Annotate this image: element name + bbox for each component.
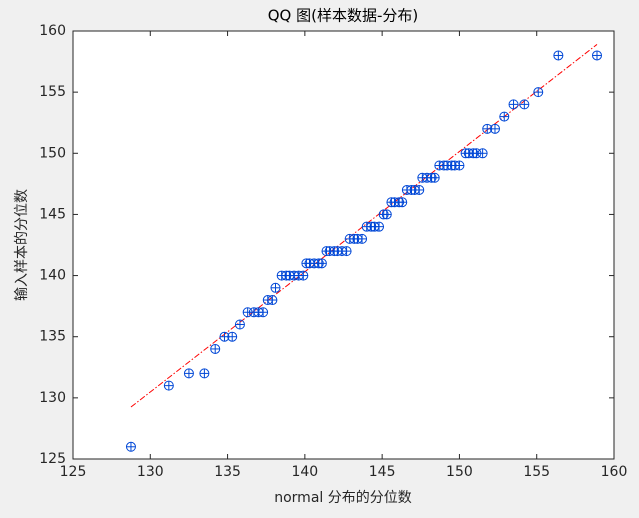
qq-point (341, 246, 352, 257)
y-tick-label: 160 (39, 23, 66, 39)
qq-point (454, 160, 465, 171)
y-tick-label: 130 (39, 390, 66, 406)
y-tick-label: 125 (39, 451, 66, 467)
x-tick-label: 150 (446, 464, 473, 480)
x-tick-label: 160 (601, 464, 628, 480)
chart-title: QQ 图(样本数据-分布) (268, 7, 419, 25)
qq-point (429, 172, 440, 183)
qq-point (519, 99, 530, 110)
qq-point (508, 99, 519, 110)
qq-point (270, 282, 281, 293)
qq-point (381, 209, 392, 220)
x-tick-label: 145 (369, 464, 396, 480)
x-tick-label: 140 (291, 464, 318, 480)
qq-point (199, 368, 210, 379)
qq-point (258, 307, 269, 318)
qq-point (533, 87, 544, 98)
qq-point (553, 50, 564, 61)
x-axis-label: normal 分布的分位数 (274, 490, 412, 506)
y-tick-label: 140 (39, 268, 66, 284)
qq-point (591, 50, 602, 61)
qq-point (414, 184, 425, 195)
qq-point (210, 343, 221, 354)
qq-point (163, 380, 174, 391)
qq-point (374, 221, 385, 232)
qq-point (489, 123, 500, 134)
qq-point (477, 148, 488, 159)
plot-area (73, 31, 614, 459)
qq-point (499, 111, 510, 122)
y-tick-label: 155 (39, 84, 66, 100)
qq-point (298, 270, 309, 281)
qq-point (357, 233, 368, 244)
y-tick-label: 145 (39, 206, 66, 222)
qq-point (183, 368, 194, 379)
x-tick-label: 125 (60, 464, 87, 480)
y-tick-label: 150 (39, 145, 66, 161)
x-tick-label: 155 (523, 464, 550, 480)
qq-point (227, 331, 238, 342)
x-tick-label: 130 (137, 464, 164, 480)
qq-point (234, 319, 245, 330)
qq-point (397, 197, 408, 208)
qq-point (267, 295, 278, 306)
x-tick-label: 135 (214, 464, 241, 480)
qq-point (125, 441, 136, 452)
y-axis-label: 输入样本的分位数 (14, 189, 30, 301)
axes-box (72, 30, 615, 460)
reference-line (130, 44, 598, 408)
y-tick-label: 135 (39, 329, 66, 345)
qq-point (316, 258, 327, 269)
